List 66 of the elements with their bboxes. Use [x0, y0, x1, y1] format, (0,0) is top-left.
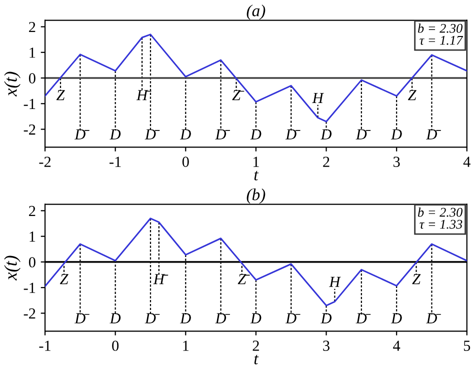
y-tick-label: 2 — [29, 206, 36, 216]
annotation: D̄ — [356, 129, 371, 140]
annotation: D — [180, 313, 191, 324]
annotation: H̄ — [136, 90, 152, 100]
annotation: D̄ — [356, 313, 371, 324]
y-tick-label: 0 — [28, 73, 36, 84]
annotation: D — [250, 313, 262, 324]
annotation: D̄ — [215, 129, 230, 140]
y-tick-label: 1 — [30, 48, 36, 58]
annotation: D — [250, 129, 262, 140]
x-tick-label: 4 — [463, 156, 470, 167]
annotation: D̄ — [74, 313, 90, 324]
y-tick-label: -1 — [24, 98, 36, 109]
annotation: D — [110, 129, 121, 140]
x-tick-label: 2 — [323, 156, 330, 167]
annotation: H — [329, 276, 341, 287]
annotation: D — [390, 129, 402, 140]
annotation: D̄ — [426, 313, 441, 324]
annotation: D — [320, 313, 332, 324]
annotation: D — [180, 129, 191, 140]
annotation: D̄ — [144, 313, 160, 324]
annotation: b = 2.30 τ = 1.17 — [418, 24, 464, 45]
annotation: D̄ — [215, 313, 230, 324]
x-tick-label: 1 — [183, 340, 189, 351]
y-tick-label: -2 — [24, 308, 36, 319]
x-tick-label: 3 — [393, 156, 400, 167]
x-tick-label: 1 — [253, 156, 259, 167]
annotation: Z — [408, 90, 416, 100]
annotation: Z̄ — [238, 274, 250, 284]
line-series — [45, 34, 467, 122]
annotation: D — [390, 313, 402, 324]
annotation: D̄ — [285, 129, 300, 140]
x-tick-label: -2 — [39, 156, 51, 167]
y-tick-label: 0 — [28, 257, 36, 268]
x-tick-label: 0 — [182, 156, 189, 167]
line-series — [45, 218, 467, 306]
x-tick-label: 5 — [464, 340, 470, 351]
annotation: D̄ — [426, 129, 441, 140]
y-tick-label: -2 — [24, 124, 36, 135]
annotation: H̄ — [153, 274, 168, 284]
annotation: D̄ — [74, 129, 90, 140]
annotation: Z — [56, 90, 65, 100]
x-tick-label: 3 — [323, 340, 330, 351]
annotation: Z — [412, 274, 421, 284]
x-tick-label: -1 — [110, 156, 121, 167]
annotation: D — [320, 129, 332, 140]
y-tick-label: 1 — [30, 232, 36, 242]
x-tick-label: -1 — [39, 340, 50, 351]
x-axis-title: t — [254, 170, 259, 180]
chart-title: (a) — [246, 4, 266, 20]
chart-title: (b) — [246, 188, 266, 204]
annotation: D — [110, 313, 121, 324]
x-tick-label: 2 — [252, 340, 259, 351]
y-axis-title: x(t) — [4, 256, 20, 280]
y-tick-label: -1 — [24, 282, 36, 293]
annotation: b = 2.30 τ = 1.33 — [418, 207, 463, 229]
x-axis-title: t — [254, 354, 259, 364]
annotation: Z̄ — [232, 90, 244, 100]
annotation: H — [312, 92, 324, 103]
annotation: D̄ — [285, 313, 300, 324]
y-axis-title: x(t) — [4, 72, 20, 97]
x-tick-label: 4 — [393, 340, 400, 351]
annotation: Z — [60, 274, 68, 284]
x-tick-label: 0 — [112, 340, 119, 351]
y-tick-label: 2 — [29, 22, 36, 32]
annotation: D̄ — [144, 129, 160, 140]
